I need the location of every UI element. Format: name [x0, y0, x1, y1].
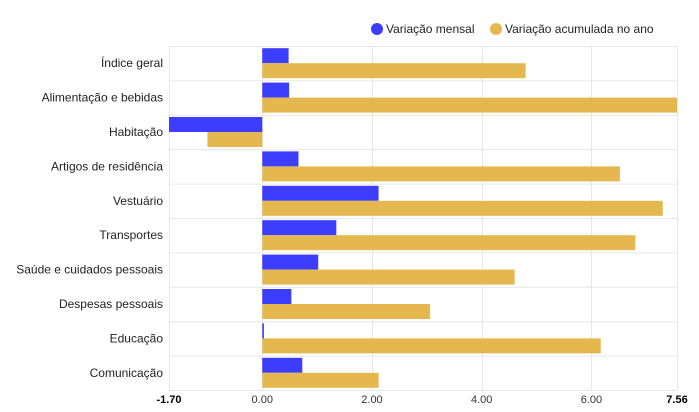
bar-monthly	[262, 323, 264, 339]
bar-accumulated	[262, 200, 663, 216]
bar-accumulated	[262, 63, 526, 79]
bar-monthly	[262, 220, 337, 236]
category-label: Educação	[110, 331, 164, 345]
bar-monthly	[262, 48, 289, 64]
bar-accumulated	[262, 304, 431, 319]
bar-accumulated	[262, 97, 677, 113]
bar-monthly	[262, 289, 292, 304]
legend-marker	[371, 23, 383, 35]
x-tick-label: 0.00	[252, 394, 273, 406]
category-label: Alimentação e bebidas	[42, 91, 163, 105]
category-label: Transportes	[99, 228, 163, 242]
bar-accumulated	[207, 132, 263, 147]
bar-monthly	[262, 357, 303, 373]
bar-monthly	[262, 82, 290, 98]
category-label: Artigos de residência	[51, 159, 163, 173]
legend-marker	[490, 23, 502, 35]
legend-label: Variação mensal	[386, 22, 475, 36]
bar-monthly	[262, 254, 319, 270]
legend-label: Variação acumulada no ano	[505, 22, 654, 36]
x-tick-label: 6.00	[581, 394, 602, 406]
x-tick-label: 4.00	[471, 394, 492, 406]
legend[interactable]: Variação mensal Variação acumulada no ano	[371, 22, 654, 36]
category-label: Habitação	[109, 125, 163, 139]
category-label: Comunicação	[90, 366, 164, 380]
bar-accumulated	[262, 338, 601, 354]
bar-accumulated	[262, 372, 379, 388]
x-axis-ticks: -1.70 0.00 2.00 4.00 6.00 7.56	[156, 394, 687, 406]
category-label: Despesas pessoais	[59, 297, 163, 311]
bar-accumulated	[262, 235, 636, 251]
category-label: Vestuário	[113, 194, 163, 208]
category-label: Saúde e cuidados pessoais	[16, 263, 163, 277]
bar-monthly	[262, 151, 299, 167]
bar-monthly	[169, 117, 263, 132]
bar-accumulated	[262, 269, 515, 285]
category-labels: Índice geral Alimentação e bebidas Habitaç…	[16, 55, 163, 380]
x-tick-label: -1.70	[156, 394, 181, 406]
x-tick-label: 7.56	[666, 394, 687, 406]
bars	[169, 48, 677, 388]
category-label: Índice geral	[101, 55, 163, 70]
x-tick-label: 2.00	[361, 394, 382, 406]
bar-monthly	[262, 185, 379, 201]
bar-accumulated	[262, 166, 620, 182]
